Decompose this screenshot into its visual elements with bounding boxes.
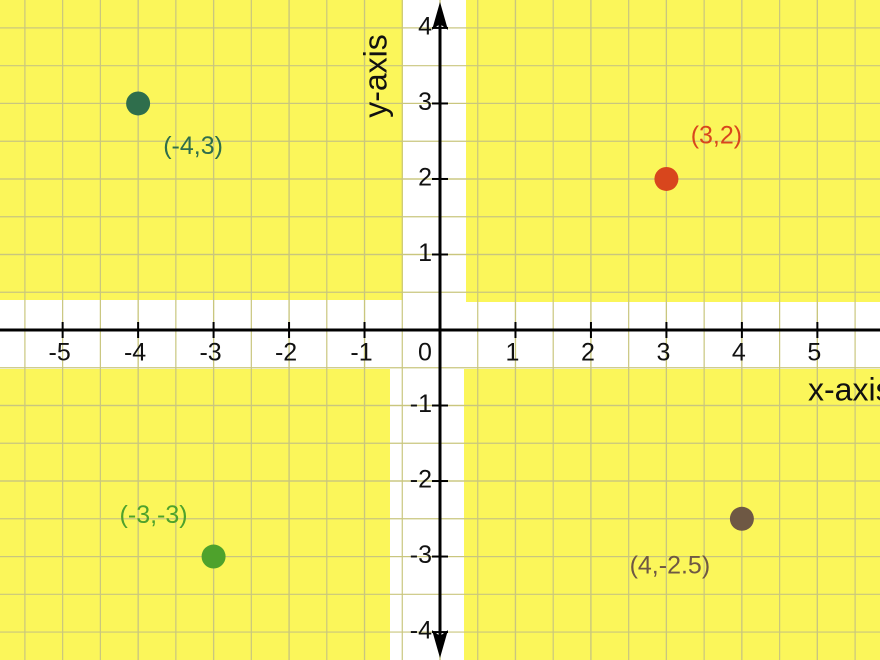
y-tick-label: -2: [410, 466, 432, 494]
y-tick-label: 2: [418, 164, 432, 192]
point: [729, 506, 754, 531]
y-tick-label: 1: [418, 239, 432, 267]
y-tick-label: -4: [410, 617, 432, 645]
x-tick-label: 3: [656, 339, 670, 367]
x-tick-label: 2: [581, 339, 595, 367]
point: [201, 544, 226, 569]
quadrant-1: [466, 0, 880, 302]
point: [126, 91, 151, 116]
y-axis-arrow-bottom: [432, 630, 448, 658]
x-tick-label: 5: [807, 339, 821, 367]
y-tick-label: -1: [410, 390, 432, 418]
points: (-4,3) (3,2) (-3,-3) (4,-2.5): [120, 91, 754, 579]
x-tick-label: 0: [418, 339, 432, 367]
x-axis-title: x-axis: [808, 371, 880, 407]
y-axis-title: y-axis: [357, 34, 393, 118]
quadrant-2: [0, 0, 403, 300]
point-label: (4,-2.5): [630, 551, 711, 579]
point-label: (-3,-3): [120, 501, 188, 529]
quadrant-4: [464, 369, 880, 660]
x-tick-label: -1: [350, 339, 372, 367]
point-label: (3,2): [691, 122, 742, 150]
y-tick-label: -3: [410, 541, 432, 569]
x-tick-label: 4: [732, 339, 746, 367]
x-tick-label: -4: [124, 339, 146, 367]
x-tick-label: -3: [199, 339, 221, 367]
x-tick-label: -5: [49, 339, 71, 367]
x-tick-label: 1: [506, 339, 520, 367]
point: [654, 166, 679, 191]
y-tick-label: 3: [418, 88, 432, 116]
quadrant-3: [0, 369, 390, 660]
x-tick-label: -2: [275, 339, 297, 367]
y-tick-label: 4: [418, 13, 432, 41]
y-axis-arrow-top: [432, 2, 448, 30]
point-label: (-4,3): [163, 132, 223, 160]
